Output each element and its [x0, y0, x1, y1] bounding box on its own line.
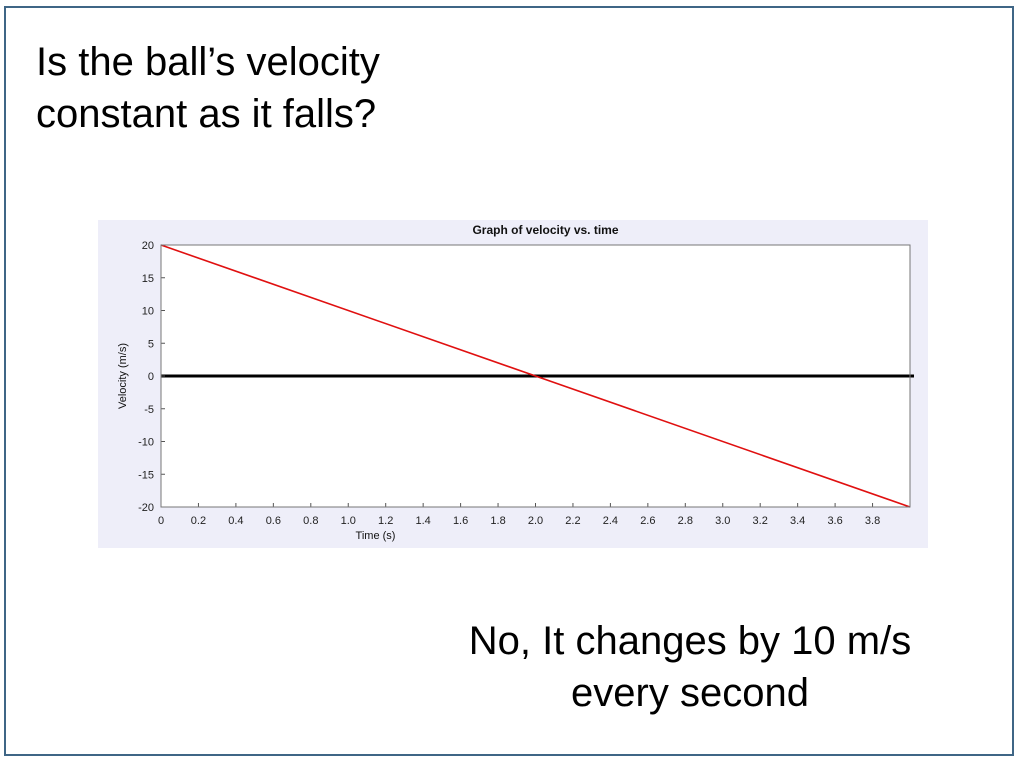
x-tick-label: 3.4: [790, 515, 805, 527]
y-tick-label: -20: [138, 502, 154, 514]
y-tick-label: -10: [138, 437, 154, 449]
question-text: Is the ball’s velocity constant as it fa…: [36, 36, 380, 140]
velocity-chart-panel: 0 0.2 0.4 0.6 0.8 1.0 1.2 1.4 1.6 1.8 2.0 2.2 2.4 2.6…: [98, 220, 928, 548]
slide-frame: [4, 6, 1014, 756]
chart-title: Graph of velocity vs. time: [472, 223, 618, 237]
x-tick-label: 1.8: [490, 515, 505, 527]
y-tick-label: -5: [144, 404, 154, 416]
y-tick-label: 10: [142, 306, 154, 318]
y-tick-label: 0: [148, 371, 154, 383]
y-tick-label: -15: [138, 469, 154, 481]
plot-border: [160, 244, 911, 508]
x-tick-label: 0.2: [191, 515, 206, 527]
answer-text: No, It changes by 10 m/s every second: [420, 615, 960, 719]
velocity-series-line: [160, 244, 911, 508]
x-axis-label: Time (s): [356, 530, 396, 542]
answer-line-1: No, It changes by 10 m/s: [468, 619, 912, 663]
y-tick-label: 5: [148, 338, 154, 350]
answer-line-2: every second: [571, 671, 809, 715]
velocity-time-chart: 0 0.2 0.4 0.6 0.8 1.0 1.2 1.4 1.6 1.8 2.0 2.2 2.4 2.6…: [117, 223, 914, 542]
x-tick-label: 1.6: [453, 515, 468, 527]
x-tick-label: 2.2: [565, 515, 580, 527]
x-tick-label: 1.4: [416, 515, 431, 527]
x-tick-label: 0: [158, 515, 164, 527]
x-tick-label: 3.6: [827, 515, 842, 527]
x-tick-label: 2.0: [528, 515, 543, 527]
x-tick-label: 3.0: [715, 515, 730, 527]
x-tick-label: 0.8: [303, 515, 318, 527]
x-tick-label: 3.8: [865, 515, 880, 527]
x-tick-label: 2.8: [678, 515, 693, 527]
x-tick-label: 2.6: [640, 515, 655, 527]
x-tick-label: 0.6: [266, 515, 281, 527]
y-axis-label: Velocity (m/s): [117, 343, 129, 409]
x-tick-label: 1.2: [378, 515, 393, 527]
x-tick-label: 3.2: [753, 515, 768, 527]
x-tick-label: 1.0: [341, 515, 356, 527]
x-tick-label: 0.4: [228, 515, 243, 527]
y-tick-label: 20: [142, 240, 154, 252]
x-tick-label: 2.4: [603, 515, 618, 527]
question-line-1: Is the ball’s velocity: [36, 40, 380, 84]
question-line-2: constant as it falls?: [36, 92, 377, 136]
y-tick-label: 15: [142, 273, 154, 285]
